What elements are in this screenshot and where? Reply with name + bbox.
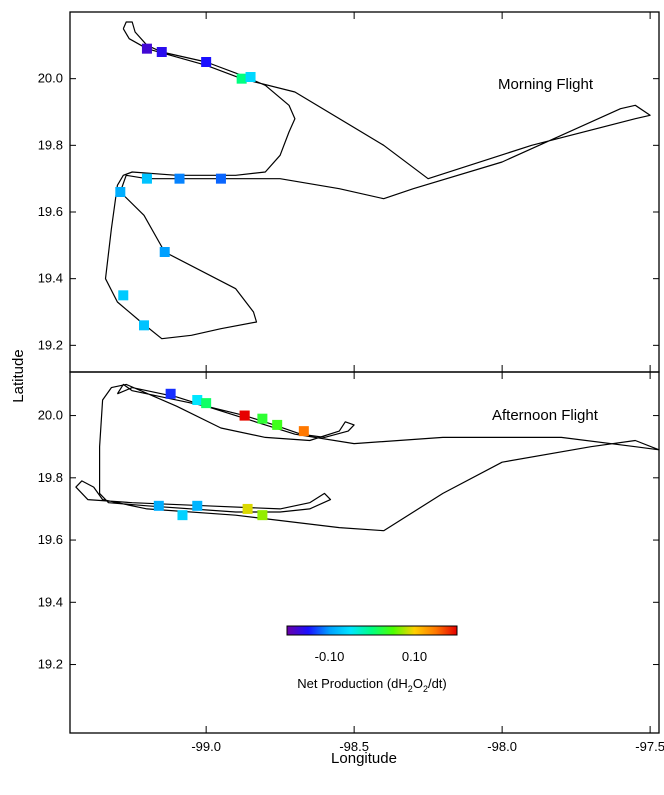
x-tick-label: -97.5 bbox=[635, 739, 664, 754]
data-point-square bbox=[239, 410, 250, 421]
data-point-square bbox=[138, 320, 149, 331]
y-tick-label: 19.2 bbox=[38, 657, 63, 672]
panel-title-afternoon: Afternoon Flight bbox=[492, 407, 599, 424]
data-point-square bbox=[118, 290, 129, 301]
y-axis-title: Latitude bbox=[10, 349, 27, 402]
y-tick-label: 20.0 bbox=[38, 71, 63, 86]
data-point-square bbox=[201, 57, 212, 67]
colorbar-gradient bbox=[286, 625, 458, 636]
y-tick-label: 19.2 bbox=[38, 337, 63, 352]
panel-morning: 19.2 19.4 19.6 19.8 20.0 bbox=[38, 11, 660, 373]
data-point-square bbox=[156, 47, 167, 57]
data-point-square bbox=[141, 43, 152, 54]
x-tick-label: -98.0 bbox=[487, 739, 517, 754]
colorbar-tick-label: 0.10 bbox=[402, 649, 427, 664]
x-tick-label: -99.0 bbox=[191, 739, 221, 754]
x-axis-title: Longitude bbox=[331, 750, 397, 767]
data-point-square bbox=[174, 173, 185, 184]
colorbar-tick-label: -0.10 bbox=[315, 649, 345, 664]
data-point-square bbox=[192, 395, 203, 406]
panel-title-morning: Morning Flight bbox=[498, 76, 594, 93]
data-point-square bbox=[257, 413, 268, 424]
data-point-square bbox=[159, 247, 170, 257]
colorbar-title: Net Production (dH2O2/dt) bbox=[297, 676, 447, 694]
y-tick-label: 19.4 bbox=[38, 594, 63, 609]
data-point-square bbox=[257, 510, 268, 521]
data-point-square bbox=[236, 73, 247, 84]
y-tick-label: 19.6 bbox=[38, 532, 63, 547]
data-point-square bbox=[215, 173, 226, 184]
y-tick-label: 19.6 bbox=[38, 204, 63, 219]
data-point-square bbox=[165, 388, 176, 399]
x-tick-label: -98.5 bbox=[339, 739, 369, 754]
panel-afternoon: 19.2 19.4 19.6 19.8 20.0 bbox=[38, 371, 660, 734]
flight-track-line bbox=[75, 383, 660, 532]
data-point-square bbox=[115, 187, 126, 197]
data-point-square bbox=[153, 500, 164, 511]
panel-titles: Morning Flight Afternoon Flight bbox=[492, 76, 599, 424]
y-tick-label: 19.4 bbox=[38, 271, 63, 286]
y-tick-label: 19.8 bbox=[38, 470, 63, 485]
axis-titles: Longitude Latitude bbox=[10, 349, 397, 767]
flight-track-line bbox=[104, 21, 651, 340]
data-point-square bbox=[177, 510, 188, 521]
data-point-square bbox=[272, 419, 283, 430]
colorbar: Net Production (dH2O2/dt) -0.10 0.10 bbox=[286, 625, 458, 694]
data-point-square bbox=[201, 398, 212, 409]
y-tick-label: 19.8 bbox=[38, 137, 63, 152]
y-tick-label: 20.0 bbox=[38, 408, 63, 423]
plot-frame bbox=[69, 11, 660, 373]
data-point-square bbox=[192, 500, 203, 511]
plot-area: 19.2 19.4 19.6 19.8 20.0 19.2 19.4 19.6 19.8 20.0… bbox=[38, 11, 664, 754]
data-point-square bbox=[245, 72, 256, 82]
plot-frame bbox=[69, 371, 660, 734]
data-point-square bbox=[298, 426, 309, 437]
data-point-square bbox=[242, 503, 253, 514]
data-point-square bbox=[141, 173, 152, 184]
